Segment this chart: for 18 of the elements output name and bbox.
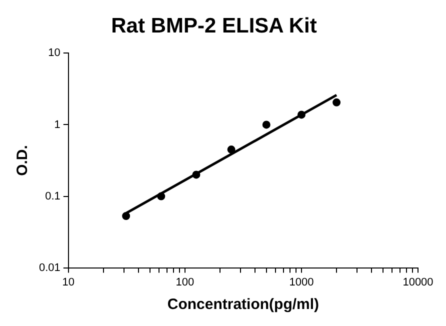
- y-axis-title: O.D.: [14, 145, 32, 176]
- y-tick-label: 1: [54, 118, 60, 131]
- y-tick-label: 0.01: [38, 262, 60, 274]
- x-tick-label: 100: [176, 276, 194, 288]
- point: [192, 170, 200, 179]
- y-tick-label: 10: [48, 47, 60, 60]
- x-tick-label: 1000: [289, 276, 314, 288]
- point: [157, 192, 166, 200]
- point: [227, 146, 236, 154]
- x-axis-title: Concentration(pg/ml): [167, 296, 320, 314]
- point: [122, 212, 130, 220]
- point: [262, 120, 270, 129]
- x-tick-label: 10000: [402, 276, 434, 288]
- point: [332, 98, 341, 106]
- point: [297, 110, 306, 119]
- y-tick-label: 0.1: [45, 190, 60, 202]
- x-tick-label: 10: [62, 276, 75, 288]
- chart-title: Rat BMP-2 ELISA Kit: [111, 14, 317, 38]
